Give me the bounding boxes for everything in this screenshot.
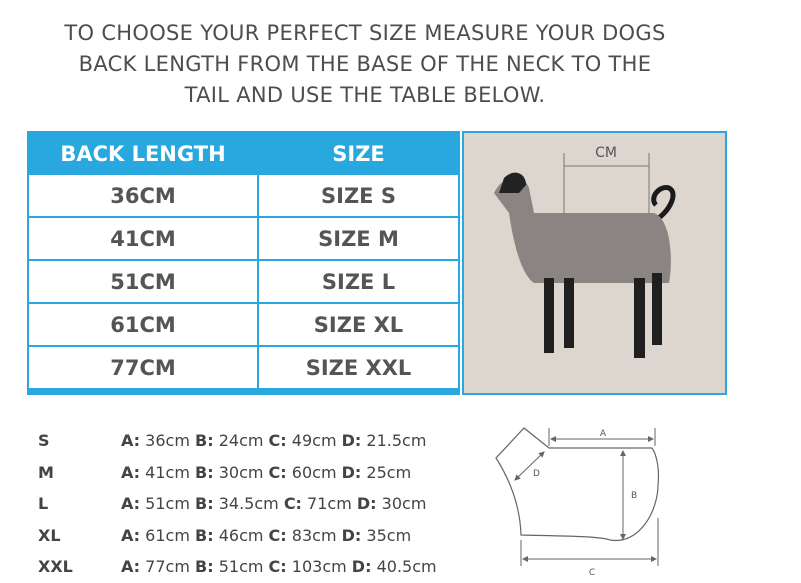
measurement-row: XL A: 61cm B: 46cm C: 83cm D: 35cm — [38, 520, 437, 552]
header-size: SIZE — [259, 133, 458, 175]
measurement-values: A: 51cm B: 34.5cm C: 71cm D: 30cm — [121, 494, 427, 514]
size-cell: SIZE L — [259, 261, 458, 302]
size-table: BACK LENGTH SIZE 36CM SIZE S 41CM SIZE M 5… — [27, 131, 460, 395]
size-label: XL — [38, 525, 61, 545]
measurement-row: L A: 51cm B: 34.5cm C: 71cm D: 30cm — [38, 488, 437, 520]
measurement-values: A: 41cm B: 30cm C: 60cm D: 25cm — [121, 462, 412, 482]
size-cell: SIZE XXL — [259, 347, 458, 388]
table-row: 61CM SIZE XL — [29, 304, 458, 347]
back-length-cell: 36CM — [29, 175, 257, 216]
size-cell: SIZE S — [259, 175, 458, 216]
back-length-cell: 41CM — [29, 218, 257, 259]
table-row: 36CM SIZE S — [29, 175, 458, 218]
table-row: 51CM SIZE L — [29, 261, 458, 304]
cm-label: CM — [595, 145, 617, 161]
dog-photo: CM — [462, 131, 727, 395]
size-label: S — [38, 431, 50, 451]
table-row: 77CM SIZE XXL — [29, 347, 458, 388]
measurement-list: S A: 36cm B: 24cm C: 49cm D: 21.5cm M A: 4… — [38, 425, 437, 583]
size-label: L — [38, 494, 49, 514]
size-label: XXL — [38, 557, 73, 577]
intro-line: BACK LENGTH FROM THE BASE OF THE NECK TO… — [78, 52, 652, 76]
table-row: 41CM SIZE M — [29, 218, 458, 261]
size-cell: SIZE M — [259, 218, 458, 259]
intro-line: TO CHOOSE YOUR PERFECT SIZE MEASURE YOUR… — [64, 21, 666, 45]
measurement-values: A: 36cm B: 24cm C: 49cm D: 21.5cm — [121, 431, 427, 451]
intro-text: TO CHOOSE YOUR PERFECT SIZE MEASURE YOUR… — [20, 18, 710, 111]
dimension-a-label: A — [600, 429, 607, 439]
measurement-row: M A: 41cm B: 30cm C: 60cm D: 25cm — [38, 457, 437, 489]
dimension-b-label: B — [631, 491, 637, 501]
coat-outline — [495, 427, 660, 541]
size-cell: SIZE XL — [259, 304, 458, 345]
header-back-length: BACK LENGTH — [29, 133, 257, 175]
dog-illustration: CM — [494, 145, 676, 358]
intro-line: TAIL AND USE THE TABLE BELOW. — [184, 83, 546, 107]
dimension-d-label: D — [533, 469, 540, 479]
size-label: M — [38, 462, 54, 482]
measurement-row: S A: 36cm B: 24cm C: 49cm D: 21.5cm — [38, 425, 437, 457]
measurement-row: XXL A: 77cm B: 51cm C: 103cm D: 40.5cm — [38, 551, 437, 583]
measurement-values: A: 61cm B: 46cm C: 83cm D: 35cm — [121, 525, 412, 545]
back-length-cell: 61CM — [29, 304, 257, 345]
dimension-c-label: C — [589, 568, 595, 578]
back-length-cell: 51CM — [29, 261, 257, 302]
measurement-values: A: 77cm B: 51cm C: 103cm D: 40.5cm — [121, 557, 437, 577]
table-header: BACK LENGTH SIZE — [29, 133, 458, 175]
back-length-cell: 77CM — [29, 347, 257, 388]
dimension-d-arrow — [514, 451, 545, 481]
